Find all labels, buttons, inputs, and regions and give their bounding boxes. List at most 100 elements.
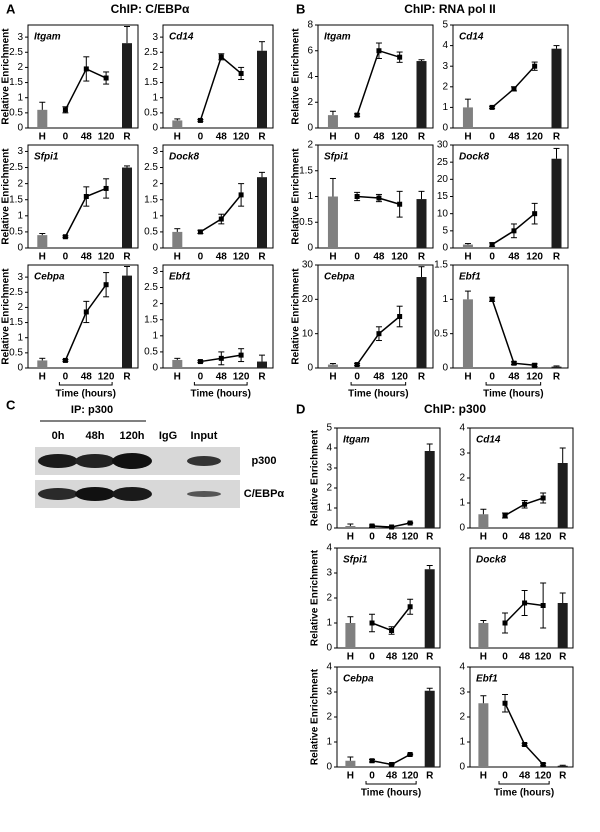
- point: [502, 700, 508, 706]
- bar: [478, 514, 489, 528]
- x-tick-label: H: [329, 372, 336, 383]
- panel-letter: C: [6, 397, 16, 412]
- point: [197, 117, 203, 123]
- x-tick-label: 48: [373, 372, 385, 383]
- axes-frame: [162, 24, 274, 129]
- x-tick-label: R: [553, 132, 561, 143]
- y-tick-label: 1.5: [144, 77, 158, 88]
- point: [540, 603, 546, 608]
- chart-title: Itgam: [324, 32, 351, 43]
- time-bracket: [193, 382, 248, 386]
- y-tick-label: 1: [152, 210, 158, 221]
- y-tick-label: 0: [307, 363, 313, 374]
- y-tick-label: 0.5: [299, 217, 313, 228]
- chart-title: Itgam: [343, 435, 370, 446]
- y-tick-label: 0.5: [434, 328, 448, 339]
- x-axis-label: Time (hours): [56, 389, 116, 400]
- subchart: 0 2 4 6 8 Itgam Relative Enrichment H R 0 48 120: [291, 20, 434, 143]
- y-tick-label: 10: [437, 208, 449, 219]
- panel-title: ChIP: RNA pol II: [404, 2, 496, 16]
- y-tick-label: 1: [442, 102, 448, 113]
- point: [197, 359, 203, 365]
- x-tick-label: R: [426, 771, 434, 782]
- x-tick-label: H: [329, 132, 336, 143]
- x-tick-label: 48: [519, 652, 531, 663]
- bar: [557, 765, 568, 767]
- y-tick-label: 0: [17, 243, 23, 254]
- x-tick-label: R: [559, 532, 567, 543]
- band: [75, 454, 115, 468]
- y-tick-label: 25: [437, 157, 449, 168]
- point: [540, 495, 546, 501]
- x-tick-label: 120: [535, 652, 552, 663]
- x-tick-label: R: [418, 132, 426, 143]
- lane-label: 0h: [52, 430, 65, 442]
- point: [376, 195, 382, 201]
- band: [38, 454, 78, 468]
- x-tick-label: H: [39, 372, 46, 383]
- time-bracket: [365, 781, 417, 785]
- y-tick-label: 1: [442, 294, 448, 305]
- x-tick-label: R: [553, 372, 561, 383]
- x-tick-label: 0: [198, 132, 204, 143]
- subchart: 0 0.5 1 1.5 2 2.5 3 Itgam Relative Enrichment H R 0…: [1, 24, 139, 143]
- y-tick-label: 2: [326, 712, 332, 723]
- point: [62, 107, 68, 113]
- y-tick-label: 5: [442, 20, 448, 31]
- y-tick-label: 1: [17, 92, 23, 103]
- x-tick-label: H: [347, 652, 354, 663]
- y-tick-label: 2.5: [144, 47, 158, 58]
- y-tick-label: 3: [442, 61, 448, 72]
- y-axis-label: Relative Enrichment: [1, 148, 12, 245]
- x-tick-label: 0: [63, 372, 69, 383]
- y-tick-label: 2.5: [144, 282, 158, 293]
- point: [369, 758, 375, 764]
- x-tick-label: 0: [369, 532, 375, 543]
- line: [356, 49, 400, 116]
- x-tick-label: 120: [402, 532, 419, 543]
- y-tick-label: 0: [326, 643, 332, 654]
- row-label: p300: [251, 455, 276, 467]
- y-tick-label: 5: [442, 225, 448, 236]
- y-tick-label: 3: [152, 32, 158, 43]
- x-tick-label: R: [123, 372, 131, 383]
- y-tick-label: 5: [326, 423, 332, 434]
- y-tick-label: 20: [302, 294, 314, 305]
- y-tick-label: 0: [152, 123, 158, 134]
- y-tick-label: 0: [307, 243, 313, 254]
- x-tick-label: 0: [502, 771, 508, 782]
- y-tick-label: 0: [17, 123, 23, 134]
- point: [389, 628, 395, 633]
- x-tick-label: 48: [81, 252, 93, 263]
- point: [103, 75, 109, 81]
- band: [38, 488, 78, 500]
- y-tick-label: 2: [17, 302, 23, 313]
- axes-frame: [27, 24, 139, 129]
- chart-title: Ebf1: [459, 272, 481, 283]
- y-tick-label: 15: [437, 191, 449, 202]
- y-tick-label: 1.5: [144, 194, 158, 205]
- y-tick-label: 2: [17, 62, 23, 73]
- y-tick-label: 1: [152, 330, 158, 341]
- bar: [478, 623, 489, 648]
- chart-title: Sfpi1: [343, 555, 368, 566]
- point: [83, 194, 89, 199]
- ip-label: IP: p300: [71, 404, 113, 416]
- y-tick-label: 1.5: [9, 77, 23, 88]
- panel-letter: B: [296, 1, 305, 16]
- y-tick-label: 0: [17, 363, 23, 374]
- y-tick-label: 4: [307, 71, 313, 82]
- y-axis-label: Relative Enrichment: [1, 28, 12, 125]
- x-tick-label: H: [347, 771, 354, 782]
- point: [489, 242, 495, 248]
- bar: [257, 177, 267, 248]
- x-tick-label: 48: [508, 372, 520, 383]
- point: [354, 194, 360, 199]
- y-axis-label: Relative Enrichment: [291, 28, 302, 125]
- line: [504, 602, 544, 624]
- x-tick-label: 0: [489, 252, 495, 263]
- axes-frame: [452, 264, 569, 369]
- y-tick-label: 30: [302, 260, 314, 271]
- panel-letter: A: [6, 1, 16, 16]
- subchart: 0 0.5 1 1.5 2 2.5 3 Cebpa Relative Enrichment H R 0…: [1, 264, 139, 400]
